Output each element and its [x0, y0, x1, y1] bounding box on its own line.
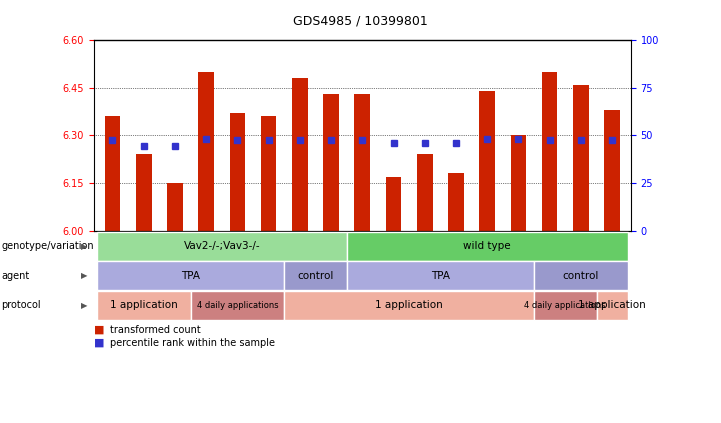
- Bar: [323, 94, 339, 231]
- Bar: [479, 91, 495, 231]
- Text: 1 application: 1 application: [375, 300, 443, 310]
- Text: ■: ■: [94, 324, 105, 335]
- Bar: [198, 72, 214, 231]
- Text: ▶: ▶: [81, 301, 88, 310]
- Text: transformed count: transformed count: [110, 324, 200, 335]
- Text: 1 application: 1 application: [110, 300, 177, 310]
- Text: TPA: TPA: [181, 271, 200, 281]
- Bar: [386, 177, 402, 231]
- Bar: [417, 154, 433, 231]
- Bar: [510, 135, 526, 231]
- Bar: [604, 110, 620, 231]
- Bar: [355, 94, 370, 231]
- Text: GDS4985 / 10399801: GDS4985 / 10399801: [293, 15, 428, 28]
- Text: 1 application: 1 application: [578, 300, 646, 310]
- Text: genotype/variation: genotype/variation: [1, 241, 94, 251]
- Text: wild type: wild type: [464, 241, 511, 251]
- Bar: [448, 173, 464, 231]
- Text: ▶: ▶: [81, 271, 88, 280]
- Text: protocol: protocol: [1, 300, 41, 310]
- Text: ■: ■: [94, 338, 105, 348]
- Text: 4 daily applications: 4 daily applications: [524, 301, 606, 310]
- Bar: [573, 85, 589, 231]
- Bar: [167, 183, 182, 231]
- Text: percentile rank within the sample: percentile rank within the sample: [110, 338, 275, 348]
- Bar: [542, 72, 557, 231]
- Text: 4 daily applications: 4 daily applications: [197, 301, 278, 310]
- Text: control: control: [562, 271, 599, 281]
- Bar: [261, 116, 276, 231]
- Text: agent: agent: [1, 271, 30, 281]
- Text: Vav2-/-;Vav3-/-: Vav2-/-;Vav3-/-: [183, 241, 260, 251]
- Text: TPA: TPA: [431, 271, 450, 281]
- Bar: [229, 113, 245, 231]
- Bar: [136, 154, 151, 231]
- Bar: [292, 78, 308, 231]
- Text: ▶: ▶: [81, 242, 88, 251]
- Text: control: control: [297, 271, 334, 281]
- Bar: [105, 116, 120, 231]
